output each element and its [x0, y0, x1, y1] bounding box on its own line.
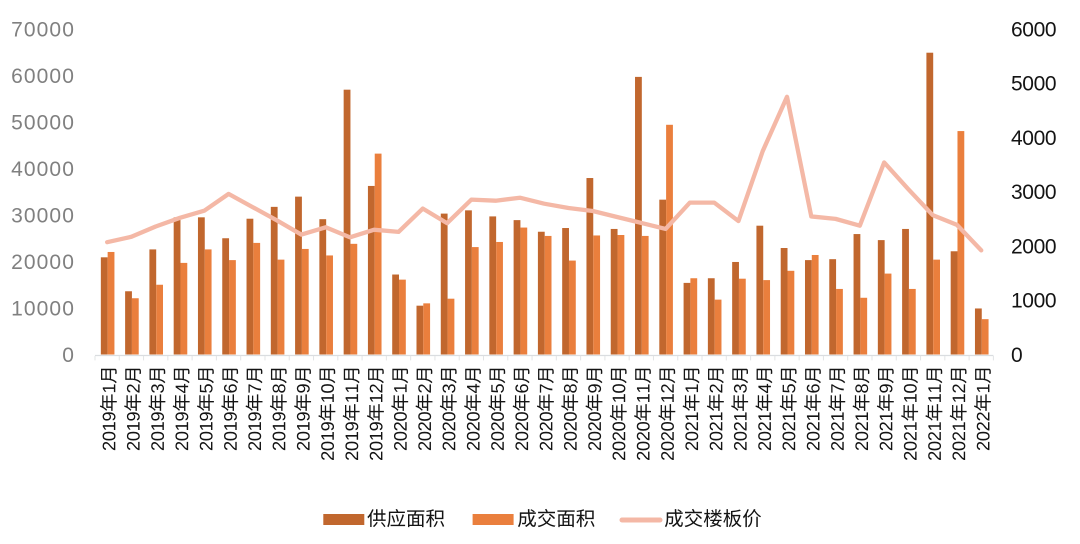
svg-text:0: 0 — [1011, 344, 1022, 367]
svg-text:0: 0 — [62, 344, 75, 367]
svg-text:6000: 6000 — [1011, 18, 1056, 41]
svg-text:1000: 1000 — [1011, 290, 1056, 313]
svg-text:4000: 4000 — [1011, 127, 1056, 150]
svg-text:2000: 2000 — [1011, 235, 1056, 258]
svg-text:70000: 70000 — [11, 18, 75, 41]
svg-text:30000: 30000 — [11, 204, 75, 227]
svg-text:10000: 10000 — [11, 297, 75, 320]
svg-text:60000: 60000 — [11, 65, 75, 88]
svg-text:20000: 20000 — [11, 251, 75, 274]
svg-text:5000: 5000 — [1011, 73, 1056, 96]
svg-text:40000: 40000 — [11, 158, 75, 181]
svg-text:50000: 50000 — [11, 111, 75, 134]
svg-text:3000: 3000 — [1011, 181, 1056, 204]
